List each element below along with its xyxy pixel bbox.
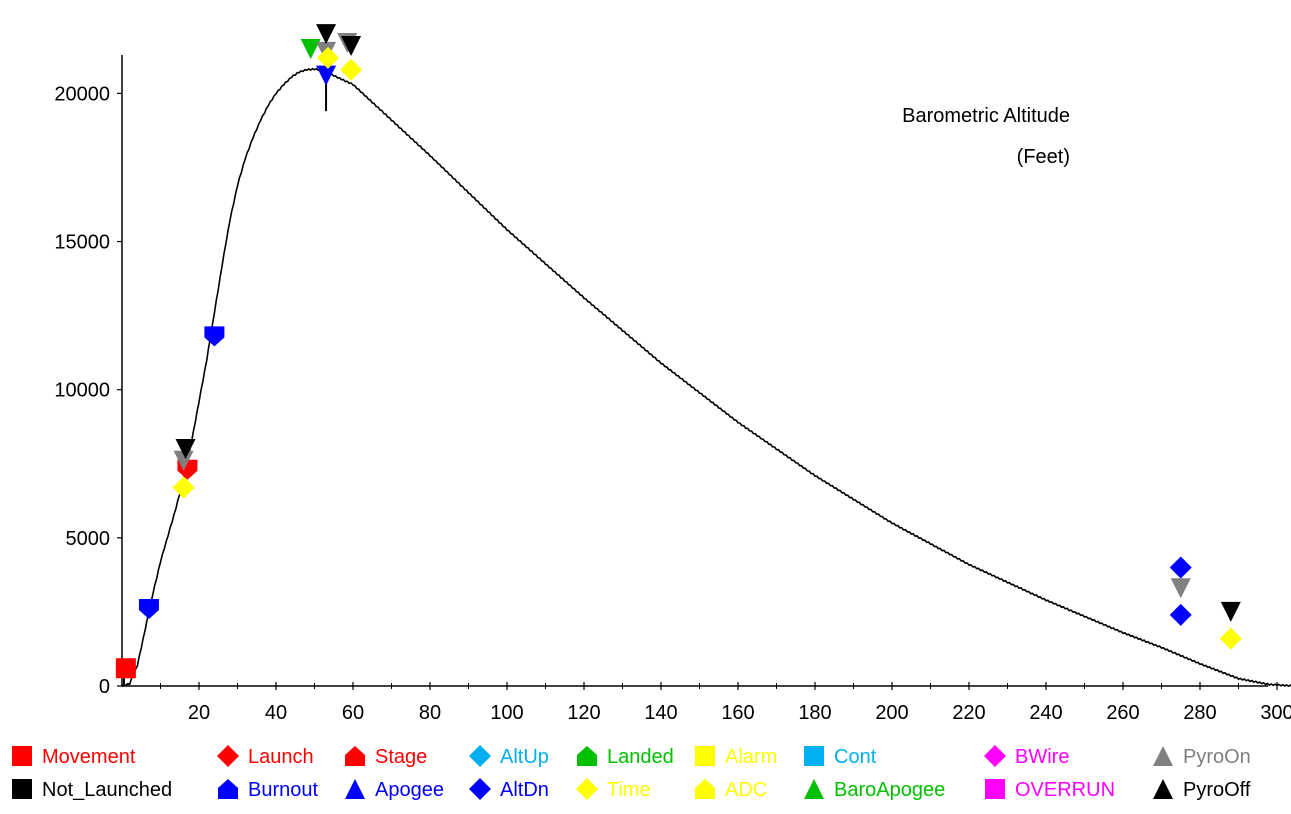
- legend: Movement Launch Stage AltUp Landed Alarm Cont B…: [12, 745, 1251, 801]
- x-tick-label: 80: [419, 702, 441, 724]
- chart-axes: 20 40 60 80 100 120 140 160 180 200 220 240 260 280 30…: [54, 55, 1291, 724]
- legend-label-burnout: Burnout: [248, 779, 318, 801]
- x-tick-label: 20: [188, 702, 210, 724]
- marker-time: [1219, 627, 1242, 650]
- marker-pyrooff: [1220, 601, 1241, 622]
- legend-swatch-alarm: [695, 746, 715, 766]
- legend-swatch-movement: [12, 746, 32, 766]
- y-tick-label: 0: [99, 676, 110, 698]
- legend-swatch-not_launched: [12, 779, 32, 799]
- legend-swatch-overrun: [985, 779, 1005, 799]
- x-tick-label: 180: [798, 702, 831, 724]
- legend-swatch-time: [576, 778, 598, 800]
- marker-pyrooff: [316, 24, 337, 45]
- x-ticks: 20 40 60 80 100 120 140 160 180 200 220 240 260 280 30…: [160, 682, 1291, 724]
- x-tick-label: 40: [265, 702, 287, 724]
- altitude-series-line: [121, 67, 1291, 688]
- legend-swatch-adc: [695, 779, 715, 799]
- legend-label-apogee: Apogee: [375, 779, 444, 801]
- legend-swatch-pyroon: [1153, 746, 1173, 766]
- legend-swatch-altdn: [469, 778, 491, 800]
- legend-label-movement: Movement: [42, 746, 136, 768]
- x-tick-label: 240: [1029, 702, 1062, 724]
- series-layer: [121, 67, 1291, 688]
- x-tick-label: 140: [644, 702, 677, 724]
- x-tick-label: 120: [567, 702, 600, 724]
- marker-pyroon: [1170, 578, 1191, 599]
- x-tick-label: 200: [875, 702, 908, 724]
- legend-label-baroapogee: BaroApogee: [834, 779, 945, 801]
- y-tick-label: 10000: [54, 380, 110, 402]
- legend-label-launch: Launch: [248, 746, 314, 768]
- marker-apogee: [316, 65, 337, 86]
- legend-label-bwire: BWire: [1015, 746, 1069, 768]
- marker-baroapogee: [300, 38, 321, 59]
- x-tick-label: 160: [721, 702, 754, 724]
- legend-label-landed: Landed: [607, 746, 674, 768]
- legend-label-overrun: OVERRUN: [1015, 779, 1115, 801]
- chart-title: Barometric Altitude: [902, 105, 1070, 127]
- legend-label-time: Time: [607, 779, 651, 801]
- marker-burnout: [204, 326, 225, 347]
- legend-swatch-burnout: [218, 779, 238, 799]
- legend-swatch-launch: [217, 745, 239, 767]
- event-markers: [115, 24, 1242, 679]
- x-tick-label: 100: [490, 702, 523, 724]
- legend-label-alarm: Alarm: [725, 746, 777, 768]
- y-tick-label: 20000: [54, 83, 110, 105]
- legend-label-not_launched: Not_Launched: [42, 779, 172, 801]
- legend-label-adc: ADC: [725, 779, 767, 801]
- legend-swatch-landed: [577, 746, 597, 766]
- y-tick-label: 15000: [54, 232, 110, 254]
- legend-swatch-bwire: [984, 745, 1006, 767]
- legend-label-cont: Cont: [834, 746, 877, 768]
- x-tick-label: 280: [1183, 702, 1216, 724]
- x-tick-label: 60: [342, 702, 364, 724]
- legend-swatch-altup: [469, 745, 491, 767]
- x-tick-label: 300: [1260, 702, 1291, 724]
- legend-swatch-pyrooff: [1153, 779, 1173, 799]
- marker-time: [172, 476, 195, 499]
- legend-label-altup: AltUp: [500, 746, 549, 768]
- marker-pyrooff: [341, 35, 362, 56]
- marker-movement: [115, 658, 136, 679]
- event-lines: [122, 63, 328, 686]
- legend-swatch-cont: [804, 746, 824, 766]
- chart-subtitle: (Feet): [1017, 146, 1070, 168]
- x-tick-label: 260: [1106, 702, 1139, 724]
- marker-altdn: [1169, 603, 1192, 626]
- marker-pyroon: [173, 450, 194, 471]
- y-ticks: 0 5000 10000 15000 20000: [54, 83, 122, 698]
- marker-pyrooff: [175, 438, 196, 459]
- legend-label-pyrooff: PyroOff: [1183, 779, 1251, 801]
- y-tick-label: 5000: [66, 528, 111, 550]
- legend-label-stage: Stage: [375, 746, 427, 768]
- x-tick-label: 220: [952, 702, 985, 724]
- marker-time: [340, 58, 363, 81]
- legend-label-altdn: AltDn: [500, 779, 549, 801]
- legend-label-pyroon: PyroOn: [1183, 746, 1251, 768]
- legend-swatch-stage: [345, 746, 365, 766]
- marker-altdn: [1169, 556, 1192, 579]
- legend-swatch-apogee: [345, 779, 365, 799]
- legend-swatch-baroapogee: [804, 779, 824, 799]
- marker-time: [316, 46, 339, 69]
- marker-burnout: [138, 598, 159, 619]
